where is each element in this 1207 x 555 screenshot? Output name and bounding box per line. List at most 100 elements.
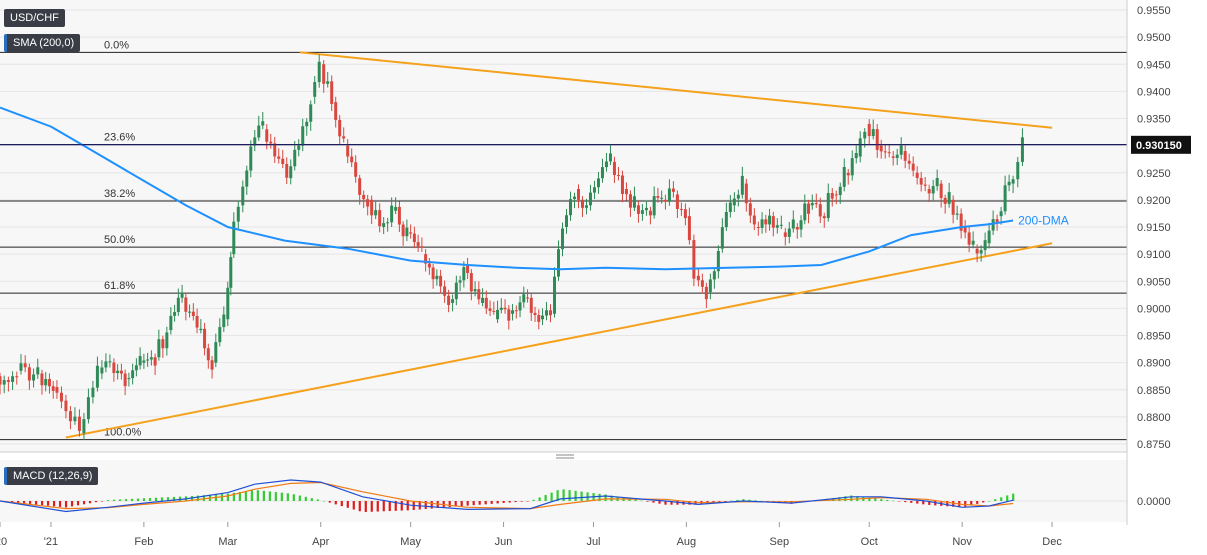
macd-histogram-bar <box>460 501 463 507</box>
macd-histogram-bar <box>400 501 403 511</box>
panel-resize-handle[interactable] <box>556 454 574 459</box>
candle-body <box>326 81 330 84</box>
candle-body <box>169 315 173 331</box>
candle-body <box>596 178 600 188</box>
macd-histogram-bar <box>130 498 134 501</box>
macd-histogram-bar <box>916 501 919 504</box>
candle-body <box>507 309 511 321</box>
macd-histogram-bar <box>64 501 68 508</box>
macd-tick-label: 0.0000 <box>1137 496 1171 508</box>
candle-body <box>514 310 518 312</box>
macd-histogram-bar <box>388 501 391 512</box>
candle-body <box>667 188 671 202</box>
macd-histogram-bar <box>280 492 283 501</box>
candle-body <box>146 359 150 361</box>
macd-histogram-bar <box>106 500 110 501</box>
candle-body <box>526 297 530 299</box>
macd-histogram-bar <box>172 496 176 501</box>
candle-body <box>40 373 44 386</box>
trendline-support <box>65 242 1053 439</box>
candle-body <box>370 199 374 216</box>
candle-body <box>473 289 477 292</box>
macd-histogram-bar <box>16 501 20 503</box>
price-panel-bg <box>0 0 1127 452</box>
candle-body <box>210 360 214 370</box>
macd-histogram-bar <box>346 501 349 508</box>
candle-body <box>1003 185 1007 212</box>
candle-body <box>791 219 795 229</box>
candle-body <box>712 271 716 280</box>
macd-histogram-bar <box>430 501 433 509</box>
candle-body <box>184 297 188 312</box>
macd-histogram-bar <box>82 501 86 505</box>
candle-body <box>481 297 485 303</box>
candle-body <box>760 219 764 228</box>
candle-body <box>858 138 862 157</box>
candle-body <box>165 332 169 349</box>
candle-body <box>628 194 632 208</box>
candle-body <box>499 307 503 310</box>
candle-body <box>405 227 409 237</box>
candle-body <box>927 189 931 194</box>
candle-body <box>775 225 779 228</box>
candle-body <box>818 204 822 217</box>
macd-histogram-bar <box>196 495 200 501</box>
candle-body <box>826 193 830 219</box>
candle-body <box>15 376 19 378</box>
candle-body <box>358 178 362 195</box>
candle-body <box>967 232 971 245</box>
macd-histogram-bar <box>1006 495 1009 501</box>
candle-body <box>656 196 660 198</box>
price-tick-label: 0.8900 <box>1137 358 1171 370</box>
macd-histogram-bar <box>580 491 583 501</box>
candle-body <box>834 194 838 196</box>
candle-body <box>636 205 640 214</box>
time-tick-label: Mar <box>218 536 237 548</box>
candle-body <box>553 276 557 314</box>
candle-body <box>317 61 321 83</box>
macd-histogram-bar <box>844 496 847 501</box>
candle-body <box>458 280 462 283</box>
candle-body <box>386 222 390 224</box>
macd-histogram-bar <box>724 501 727 502</box>
candle-body <box>382 223 386 227</box>
candle-body <box>652 196 656 216</box>
candle-body <box>700 280 704 287</box>
macd-histogram-bar <box>526 501 529 502</box>
candle-body <box>863 131 867 139</box>
candle-body <box>1007 181 1011 186</box>
candle-body <box>959 213 963 231</box>
candle-body <box>787 228 791 237</box>
macd-histogram-bar <box>88 501 92 504</box>
candle-body <box>68 411 72 422</box>
macd-histogram-bar <box>964 501 967 507</box>
price-tick-label: 0.9500 <box>1137 32 1171 44</box>
macd-histogram-bar <box>628 498 631 501</box>
candle-body <box>176 297 180 313</box>
sma-indicator-label: SMA (200,0) <box>4 34 81 52</box>
macd-histogram-bar <box>946 501 949 507</box>
time-tick-label: Sep <box>770 536 790 548</box>
candle-body <box>744 183 748 204</box>
macd-histogram-bar <box>310 498 313 501</box>
macd-histogram-bar <box>220 494 224 501</box>
macd-histogram-bar <box>382 501 385 512</box>
candle-body <box>923 184 927 186</box>
price-tick-label: 0.9550 <box>1137 5 1171 17</box>
candle-body <box>397 206 401 225</box>
macd-histogram-bar <box>244 491 247 501</box>
candle-body <box>561 228 565 250</box>
candle-body <box>0 376 2 385</box>
macd-histogram-bar <box>328 501 331 503</box>
candle-body <box>648 210 652 216</box>
macd-histogram-bar <box>142 498 146 501</box>
macd-histogram-bar <box>604 494 607 501</box>
macd-histogram-bar <box>124 499 128 501</box>
macd-histogram-bar <box>472 501 475 506</box>
candle-body <box>338 119 342 137</box>
candle-body <box>313 82 317 97</box>
candle-body <box>708 279 712 293</box>
candle-body <box>943 197 947 204</box>
macd-indicator: 0.0000 <box>0 479 1171 513</box>
candle-body <box>484 297 488 309</box>
